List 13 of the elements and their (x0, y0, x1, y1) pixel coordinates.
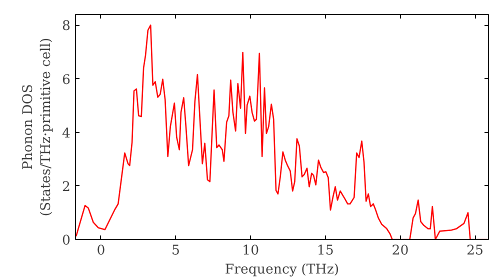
x-tick-label: 0 (96, 244, 106, 258)
x-tick-label: 20 (392, 244, 409, 258)
x-tick-label: 25 (466, 244, 484, 258)
y-tick-label: 6 (62, 72, 71, 88)
x-tick-label: 5 (172, 244, 180, 258)
y-tick-label: 8 (62, 19, 71, 34)
x-axis-title: Frequency (THz) (224, 262, 340, 278)
x-tick-label: 10 (242, 244, 260, 258)
y-tick-label: 2 (62, 180, 71, 195)
y-tick-label: 0 (62, 234, 71, 248)
y-tick-label: 4 (62, 126, 71, 142)
y-axis-title: Phonon DOS (States/THz·primitive cell) (21, 38, 54, 216)
x-tick-label: 15 (316, 244, 334, 258)
